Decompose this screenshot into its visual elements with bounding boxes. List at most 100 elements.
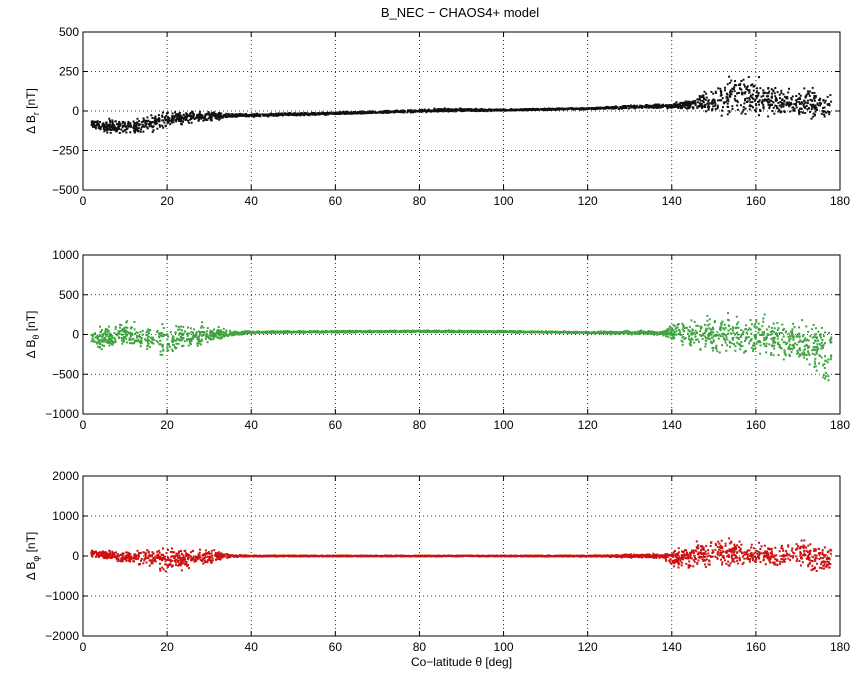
scatter-point [830, 338, 833, 341]
scatter-point [816, 102, 819, 105]
scatter-point [785, 102, 788, 105]
scatter-point [824, 372, 827, 374]
scatter-point [762, 94, 765, 97]
scatter-point [359, 111, 362, 114]
scatter-point [533, 108, 536, 111]
scatter-point [704, 110, 707, 113]
scatter-point [785, 96, 788, 99]
scatter-point [758, 100, 761, 103]
scatter-point [822, 376, 825, 379]
scatter-point [197, 119, 200, 122]
scatter-point [247, 330, 250, 333]
scatter-point [136, 117, 139, 120]
scatter-point [139, 345, 142, 348]
scatter-series-delta-btheta [90, 312, 833, 382]
scatter-point [449, 108, 451, 111]
scatter-point [140, 339, 143, 342]
scatter-point [375, 111, 378, 114]
scatter-point [118, 127, 121, 130]
scatter-point [99, 325, 101, 328]
scatter-point [400, 330, 403, 333]
scatter-point [488, 109, 491, 112]
scatter-point [754, 103, 757, 106]
scatter-point [244, 113, 247, 116]
scatter-point [149, 340, 152, 343]
scatter-point [129, 131, 132, 134]
scatter-point [768, 105, 771, 108]
scatter-point [192, 333, 195, 336]
scatter-point [219, 337, 222, 340]
scatter-point [412, 110, 415, 113]
scatter-point [712, 340, 715, 343]
scatter-point [666, 332, 669, 335]
scatter-point [180, 123, 183, 126]
scatter-point [770, 88, 773, 91]
scatter-point [627, 332, 630, 335]
scatter-point [682, 103, 685, 106]
scatter-point [652, 104, 655, 107]
scatter-point [779, 110, 782, 113]
scatter-point [171, 343, 174, 346]
scatter-point [755, 90, 758, 93]
scatter-point [710, 330, 713, 333]
scatter-point [154, 115, 157, 118]
scatter-point [537, 108, 540, 111]
scatter-point [181, 329, 183, 332]
scatter-point [168, 117, 171, 120]
scatter-point [688, 107, 691, 109]
scatter-point [528, 108, 531, 111]
scatter-point [701, 337, 704, 340]
scatter-point [179, 338, 181, 341]
scatter-point [802, 111, 804, 114]
scatter-point [739, 82, 742, 85]
scatter-point [757, 339, 760, 342]
scatter-point [827, 358, 830, 361]
scatter-point [728, 325, 731, 328]
scatter-point [673, 325, 676, 328]
scatter-point [164, 117, 167, 120]
scatter-point [206, 113, 209, 116]
scatter-point [159, 125, 161, 128]
scatter-point [810, 107, 813, 110]
scatter-point [588, 107, 591, 110]
scatter-point [454, 109, 457, 112]
scatter-point [126, 326, 129, 329]
scatter-point [771, 330, 774, 332]
scatter-point [660, 104, 663, 107]
scatter-point [746, 85, 749, 88]
scatter-point [711, 101, 713, 104]
scatter-point [676, 323, 679, 326]
scatter-point [752, 344, 755, 347]
scatter-point [650, 104, 653, 107]
scatter-point [669, 325, 672, 328]
scatter-point [206, 341, 209, 344]
scatter-point [665, 335, 668, 338]
scatter-point [750, 339, 753, 342]
scatter-point [705, 336, 707, 339]
scatter-point [174, 118, 177, 121]
scatter-point [814, 110, 817, 113]
scatter-point [151, 126, 154, 129]
scatter-point [386, 110, 389, 113]
scatter-point [721, 344, 723, 347]
scatter-point [610, 331, 613, 334]
scatter-point [108, 125, 111, 128]
scatter-point [679, 103, 682, 106]
scatter-point [434, 108, 437, 111]
scatter-point [367, 111, 370, 114]
scatter-point [708, 335, 711, 338]
scatter-point [197, 113, 200, 116]
scatter-point [701, 107, 703, 109]
scatter-point [201, 114, 204, 117]
x-tick-label: 60 [329, 194, 343, 208]
scatter-point [201, 321, 204, 324]
scatter-point [185, 112, 188, 115]
scatter-point [130, 332, 133, 335]
scatter-point [97, 341, 100, 344]
scatter-point [802, 341, 804, 343]
scatter-point [111, 339, 114, 342]
scatter-point [276, 330, 279, 333]
scatter-point [767, 92, 770, 95]
scatter-point [678, 329, 681, 332]
scatter-point [298, 113, 301, 116]
